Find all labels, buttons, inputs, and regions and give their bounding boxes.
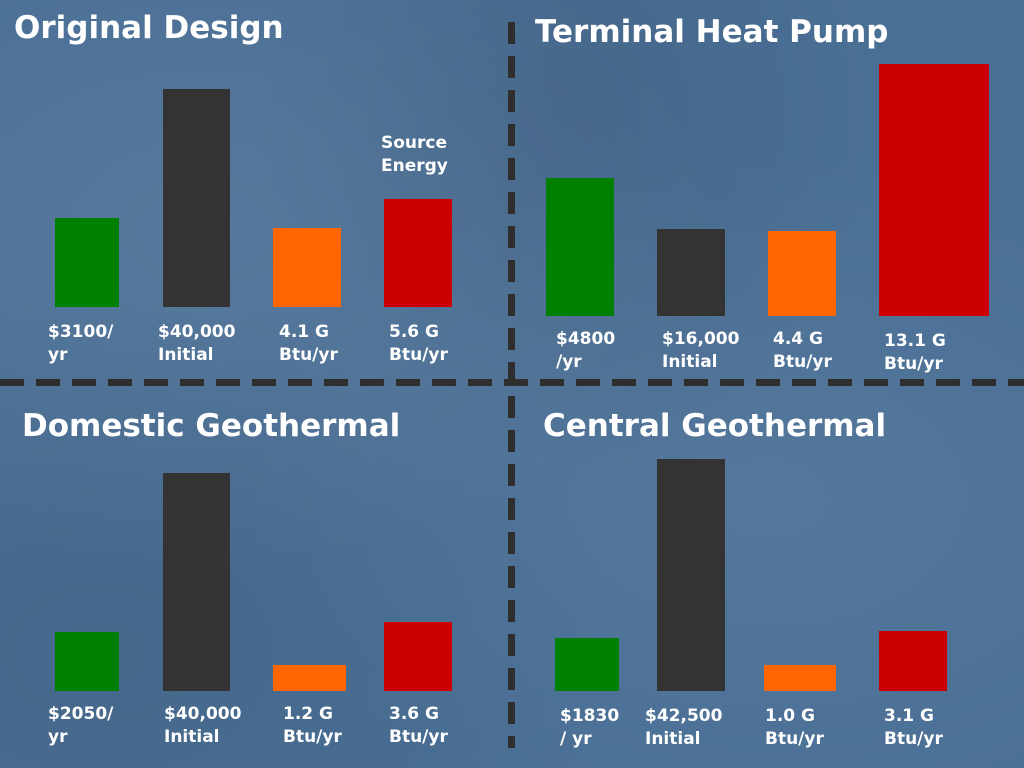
bar-source-energy xyxy=(879,631,947,691)
bar-source-energy xyxy=(384,199,452,307)
chart-panel-domestic-geothermal: Domestic Geothermal $2050/ yr $40,000 In… xyxy=(0,384,512,768)
bar-label-cost: $3100/ yr xyxy=(48,322,114,365)
bar-label-initial: $42,500 Initial xyxy=(645,706,723,749)
chart-panel-original-design: Original Design Source Energy $3100/ yr … xyxy=(0,0,512,384)
bar-site-energy xyxy=(764,665,836,691)
bar-label-site-energy: 4.1 G Btu/yr xyxy=(279,322,338,365)
bar-source-energy xyxy=(384,622,452,691)
bar-cost xyxy=(55,632,119,691)
chart-panel-central-geothermal: Central Geothermal $1830 / yr $42,500 In… xyxy=(512,384,1024,768)
panel-title: Domestic Geothermal xyxy=(22,408,401,444)
panel-title: Central Geothermal xyxy=(543,408,887,444)
source-energy-annotation: Source Energy xyxy=(381,133,448,176)
bar-label-site-energy: 1.2 G Btu/yr xyxy=(283,704,342,747)
bar-label-source-energy: 3.6 G Btu/yr xyxy=(389,704,448,747)
panel-title: Original Design xyxy=(14,10,284,46)
bar-site-energy xyxy=(273,228,341,307)
bar-label-cost: $4800 /yr xyxy=(556,329,616,372)
bar-cost xyxy=(546,178,614,316)
bar-source-energy xyxy=(879,64,989,316)
bar-label-source-energy: 5.6 G Btu/yr xyxy=(389,322,448,365)
bar-cost xyxy=(55,218,119,307)
bar-label-initial: $40,000 Initial xyxy=(164,704,242,747)
bar-label-site-energy: 4.4 G Btu/yr xyxy=(773,329,832,372)
bar-initial xyxy=(657,459,725,691)
bar-label-source-energy: 3.1 G Btu/yr xyxy=(884,706,943,749)
bar-initial xyxy=(163,89,230,307)
panel-title: Terminal Heat Pump xyxy=(535,14,889,50)
bar-initial xyxy=(163,473,230,691)
bar-label-site-energy: 1.0 G Btu/yr xyxy=(765,706,824,749)
bar-site-energy xyxy=(768,231,836,316)
bar-label-cost: $2050/ yr xyxy=(48,704,114,747)
bar-label-cost: $1830 / yr xyxy=(560,706,620,749)
bar-label-source-energy: 13.1 G Btu/yr xyxy=(884,331,946,374)
chart-panel-terminal-heat-pump: Terminal Heat Pump $4800 /yr $16,000 Ini… xyxy=(512,0,1024,384)
bar-cost xyxy=(555,638,619,691)
bar-initial xyxy=(657,229,725,316)
horizontal-divider xyxy=(0,379,1024,386)
bar-label-initial: $16,000 Initial xyxy=(662,329,740,372)
bar-label-initial: $40,000 Initial xyxy=(158,322,236,365)
bar-site-energy xyxy=(273,665,346,691)
